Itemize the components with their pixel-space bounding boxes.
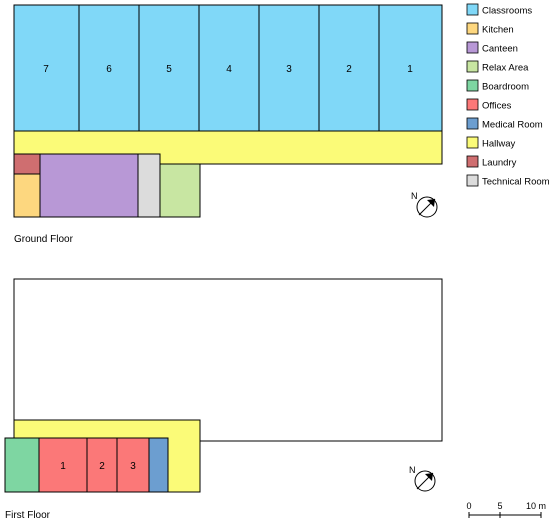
legend-item: Laundry [466,155,517,169]
legend-label: Laundry [482,158,517,169]
legend-item: Technical Room [466,174,550,188]
legend-item: Relax Area [466,60,529,74]
legend-swatch [466,136,479,149]
classroom-number: 3 [286,64,292,75]
legend-item: Hallway [466,136,516,150]
legend-swatch [466,117,479,130]
classroom-number: 5 [166,64,172,75]
classroom-6 [78,4,140,132]
kitchen-room [13,173,41,218]
classroom-4 [198,4,260,132]
legend-label: Relax Area [482,63,529,74]
first-floor-label: First Floor [5,510,51,521]
legend-swatch [466,98,479,111]
office-number: 3 [130,461,136,472]
office-number: 2 [99,461,105,472]
legend-label: Kitchen [482,25,514,36]
office-1 [38,437,88,493]
office-number: 1 [60,461,66,472]
technical-room [137,153,161,218]
legend-swatch [466,155,479,168]
scale-tick-label: 5 [497,501,502,511]
classroom-number: 1 [407,64,413,75]
classroom-number: 2 [346,64,352,75]
classroom-2 [318,4,380,132]
classroom-number: 7 [43,64,49,75]
medical-room [148,437,169,493]
scale-tick-label: 10 m [526,501,546,511]
north-label: N [409,465,416,475]
north-arrow-icon: N [411,191,438,218]
laundry-room [13,153,41,175]
legend-label: Boardroom [482,82,529,93]
legend-swatch [466,174,479,187]
legend-item: Kitchen [466,22,514,36]
relax-area [159,163,201,218]
scale-tick-label: 0 [466,501,471,511]
legend-swatch [466,3,479,16]
legend-swatch [466,22,479,35]
ground-floor-label: Ground Floor [14,234,74,245]
ground-floor-plan: 7 6 5 4 3 2 1 N Ground Floor [13,4,443,245]
north-label: N [411,191,418,201]
classroom-number: 6 [106,64,112,75]
legend-swatch [466,41,479,54]
legend-item: Canteen [466,41,518,55]
classroom-number: 4 [226,64,232,75]
legend-label: Technical Room [482,177,550,188]
legend-item: Boardroom [466,79,529,93]
legend-item: Classrooms [466,3,532,17]
legend-label: Classrooms [482,6,532,17]
first-floor-outline [13,278,443,442]
north-arrow-icon: N [409,465,436,492]
office-3 [116,437,150,493]
boardroom [4,437,40,493]
legend-label: Hallway [482,139,516,150]
legend: Classrooms Kitchen Canteen Relax Area Boardr… [466,3,550,188]
legend-label: Offices [482,101,512,112]
classroom-5 [138,4,200,132]
legend-item: Offices [466,98,512,112]
legend-swatch [466,79,479,92]
legend-label: Medical Room [482,120,543,131]
first-floor-plan: 1 2 3 N First Floor [4,278,443,521]
scale-bar: 0 5 10 m [466,501,546,518]
classroom-7 [13,4,80,132]
legend-swatch [466,60,479,73]
legend-label: Canteen [482,44,518,55]
legend-item: Medical Room [466,117,543,131]
classroom-3 [258,4,320,132]
canteen-room [39,153,139,218]
